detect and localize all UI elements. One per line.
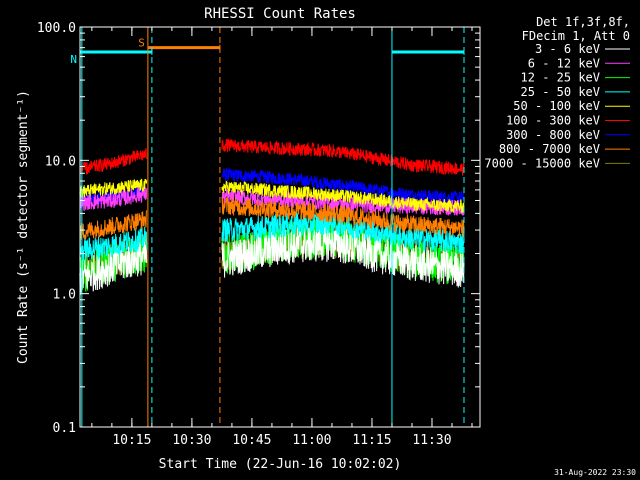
x-tick-label: 11:30 <box>412 433 451 448</box>
generation-timestamp: 31-Aug-2022 23:30 <box>554 468 636 477</box>
legend-entry-label: 800 - 7000 keV <box>499 142 600 156</box>
interval-label: S <box>138 37 145 50</box>
legend-entry-label: 7000 - 15000 keV <box>484 156 600 170</box>
series-trace <box>79 178 148 198</box>
series-trace <box>221 196 465 238</box>
legend-entry-label: 3 - 6 keV <box>535 42 600 56</box>
interval-markers: SN <box>70 27 465 427</box>
data-traces <box>79 138 465 296</box>
legend-entry-label: 100 - 300 keV <box>506 114 600 128</box>
x-tick-label: 11:15 <box>352 433 391 448</box>
y-tick-label: 1.0 <box>53 288 76 303</box>
x-axis-ticks: 10:15 10:30 10:45 11:00 11:15 11:30 <box>91 27 473 448</box>
legend-entry-label: 25 - 50 keV <box>521 85 600 99</box>
x-tick-label: 11:00 <box>292 433 331 448</box>
series-trace <box>79 147 148 175</box>
legend: Det 1f,3f,8f, FDecim 1, Att 0 3 - 6 keV6… <box>484 15 630 170</box>
series-trace <box>221 167 465 206</box>
x-tick-label: 10:45 <box>232 433 271 448</box>
y-axis-ticks: 0.1 1.0 10.0 100.0 <box>37 21 480 436</box>
y-tick-label: 0.1 <box>53 421 76 436</box>
legend-header-line-1: Det 1f,3f,8f, <box>536 15 630 29</box>
x-tick-label: 10:15 <box>112 433 151 448</box>
legend-entry-label: 12 - 25 keV <box>521 71 600 85</box>
series-trace <box>221 211 465 254</box>
x-tick-label: 10:30 <box>172 433 211 448</box>
y-axis-label: Count Rate (s⁻¹ detector segment⁻¹) <box>16 90 31 364</box>
y-tick-label: 100.0 <box>37 21 76 36</box>
x-axis-label: Start Time (22-Jun-16 10:02:02) <box>159 457 402 472</box>
legend-header-line-2: FDecim 1, Att 0 <box>522 29 630 43</box>
series-trace <box>221 180 465 213</box>
series-trace <box>79 238 148 296</box>
series-trace <box>79 210 148 240</box>
legend-entry-label: 50 - 100 keV <box>513 99 600 113</box>
series-trace <box>221 138 465 176</box>
legend-entry-label: 6 - 12 keV <box>528 56 600 70</box>
interval-label: N <box>70 53 77 66</box>
legend-entry-label: 300 - 800 keV <box>506 128 600 142</box>
series-trace <box>79 226 148 262</box>
y-tick-label: 10.0 <box>45 154 76 169</box>
series-trace <box>79 186 148 212</box>
plot-frame <box>79 26 481 428</box>
chart-title: RHESSI Count Rates <box>204 6 356 22</box>
